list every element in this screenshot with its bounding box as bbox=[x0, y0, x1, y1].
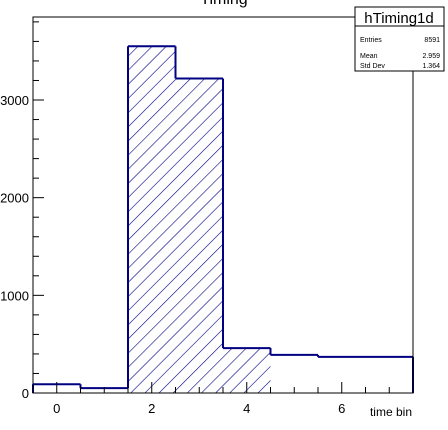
stats-box-title: hTiming1d bbox=[364, 10, 433, 27]
x-tick-label: 6 bbox=[338, 401, 345, 416]
y-tick-label: 3000 bbox=[0, 93, 29, 108]
stats-entries-label: Entries bbox=[360, 37, 382, 44]
ticks-layer: 0 2 4 6 0 1000 2000 3000 bbox=[0, 21, 414, 416]
chart-title: Timing bbox=[200, 0, 247, 8]
y-tick-label: 0 bbox=[22, 386, 29, 401]
x-tick-label: 2 bbox=[148, 401, 155, 416]
stats-entries-value: 8591 bbox=[424, 37, 440, 44]
y-tick-label: 2000 bbox=[0, 191, 29, 206]
y-tick-label: 1000 bbox=[0, 288, 29, 303]
histogram-bar-fill bbox=[128, 46, 176, 393]
stats-mean-value: 2.959 bbox=[422, 53, 440, 60]
x-axis-label: time bin bbox=[370, 405, 412, 419]
stats-stddev-value: 1.364 bbox=[422, 63, 440, 70]
stats-stddev-label: Std Dev bbox=[360, 63, 385, 70]
stats-mean-label: Mean bbox=[360, 53, 378, 60]
bars-layer bbox=[32, 45, 414, 393]
x-tick-label: 4 bbox=[243, 401, 250, 416]
x-tick-label: 0 bbox=[53, 401, 60, 416]
histogram-bar-fill bbox=[175, 78, 223, 393]
stats-box: hTiming1d Entries 8591 Mean 2.959 Std De… bbox=[354, 6, 445, 72]
